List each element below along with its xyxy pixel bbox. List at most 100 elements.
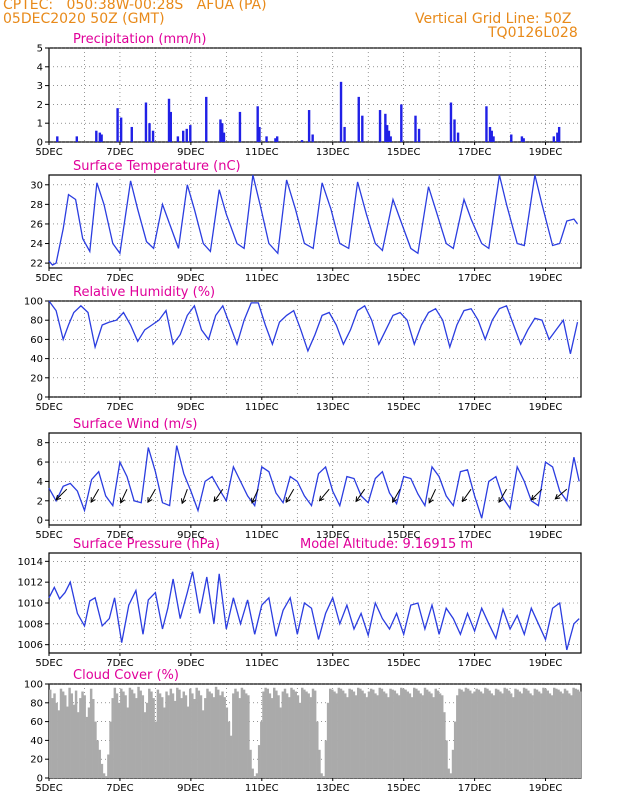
y-tick-label: 4 xyxy=(37,477,43,488)
cloud-bar xyxy=(189,688,192,778)
cloud-bar xyxy=(376,695,379,778)
cloud-bar xyxy=(301,687,304,778)
cloud-bar xyxy=(184,695,188,778)
cloud-bar xyxy=(512,697,515,778)
cloud-bar xyxy=(318,749,321,778)
cloud-bar xyxy=(574,688,577,778)
cloud-bar xyxy=(214,686,218,778)
cloud-bar xyxy=(415,688,418,778)
cloud-bar xyxy=(79,698,82,778)
precip-bar xyxy=(485,106,488,142)
cloud-bar xyxy=(247,695,250,778)
y-tick-label: 6 xyxy=(37,458,43,469)
cloud-bar xyxy=(477,689,481,778)
cloud-bar xyxy=(290,687,293,778)
cloud-bar xyxy=(546,690,549,778)
panel-title: Relative Humidity (%) xyxy=(73,285,215,300)
cloud-bar xyxy=(262,691,265,778)
cloud-bar xyxy=(425,689,429,778)
cloud-bar xyxy=(294,691,297,778)
cloud-bar xyxy=(251,768,254,778)
cloud-bar xyxy=(322,776,325,778)
cloud-bar xyxy=(171,693,175,778)
y-tick-label: 1012 xyxy=(18,578,43,589)
cloud-bar xyxy=(163,707,166,778)
cloud-bar xyxy=(161,697,164,778)
cloud-bar xyxy=(257,745,261,778)
cloud-bar xyxy=(518,691,521,778)
cloud-bar xyxy=(85,716,89,778)
panel-wind: 0 2 4 6 8 5DEC 7DEC 9DEC 11DEC 13DEC 15DEC 17DEC 19D… xyxy=(35,417,582,541)
cloud-bar xyxy=(389,688,392,778)
y-tick-label: 2 xyxy=(37,496,43,507)
cloud-bar xyxy=(279,707,282,778)
x-tick-label: 15DEC xyxy=(387,147,421,158)
cloud-bar xyxy=(120,688,123,778)
panel-precip: 0 1 2 3 4 5 5DEC 7DEC 9DEC 11DEC 13DEC 15DEC 17DEC 19… xyxy=(35,32,582,158)
precip-bar xyxy=(56,136,59,142)
x-tick-label: 17DEC xyxy=(458,530,492,541)
cloud-bar xyxy=(266,688,269,778)
wind-arrow xyxy=(90,488,100,503)
cloud-bar xyxy=(449,773,453,778)
cloud-bar xyxy=(333,691,336,778)
cloud-bar xyxy=(169,688,173,778)
wind-arrow xyxy=(428,488,437,503)
precip-bar xyxy=(116,108,119,142)
y-tick-label: 8 xyxy=(37,438,43,449)
wind-arrow xyxy=(213,488,224,502)
cloud-bar xyxy=(74,690,78,778)
precip-bar xyxy=(148,123,151,142)
cloud-bar xyxy=(193,699,196,778)
wind-arrow xyxy=(319,488,330,501)
cloud-bar xyxy=(410,697,414,778)
cloud-bar xyxy=(352,691,356,778)
x-tick-label: 17DEC xyxy=(458,783,492,794)
cloud-bar xyxy=(408,693,412,778)
cloud-bar xyxy=(561,693,565,778)
cloud-bar xyxy=(296,695,300,778)
cloud-bar xyxy=(529,693,532,778)
cloud-bar xyxy=(458,688,461,778)
cloud-bar xyxy=(107,754,110,778)
cloud-bar xyxy=(283,688,287,778)
cloud-bar xyxy=(139,690,142,778)
header-grid-line: Vertical Grid Line: 50Z xyxy=(415,11,572,27)
cloud-bar xyxy=(277,695,280,778)
x-tick-label: 15DEC xyxy=(387,658,421,669)
y-tick-label: 28 xyxy=(30,200,43,211)
cloud-bar xyxy=(432,697,435,778)
cloud-bar xyxy=(531,695,534,778)
precip-bar xyxy=(300,140,304,142)
y-tick-label: 1008 xyxy=(18,619,43,630)
cloud-bar xyxy=(152,698,155,778)
cloud-bar xyxy=(94,721,97,778)
y-tick-label: 0 xyxy=(37,774,43,785)
x-tick-label: 17DEC xyxy=(458,402,492,413)
precip-bar xyxy=(490,130,493,142)
cloud-bar xyxy=(154,721,157,778)
precip-bar xyxy=(176,136,180,142)
cloud-bar xyxy=(100,763,104,778)
wind-arrow-head xyxy=(355,496,361,503)
precip-bar xyxy=(205,96,208,142)
y-tick-label: 24 xyxy=(30,239,43,250)
precip-bar xyxy=(400,104,403,142)
precip-bar xyxy=(222,132,226,142)
cloud-bar xyxy=(363,693,366,778)
cloud-bar xyxy=(456,695,459,778)
cloud-bar xyxy=(544,688,547,778)
x-tick-label: 5DEC xyxy=(35,658,62,669)
precip-bar xyxy=(522,138,525,142)
x-tick-label: 15DEC xyxy=(387,273,421,284)
precip-bar xyxy=(414,115,417,142)
cloud-bar xyxy=(199,695,203,778)
cloud-bar xyxy=(346,697,349,778)
x-tick-label: 5DEC xyxy=(35,147,62,158)
precip-bar xyxy=(492,136,495,142)
cloud-bar xyxy=(406,691,409,778)
cloud-bar xyxy=(150,691,153,778)
y-tick-label: 60 xyxy=(30,717,43,728)
cloud-bar xyxy=(357,687,360,778)
cloud-bar xyxy=(92,699,95,778)
